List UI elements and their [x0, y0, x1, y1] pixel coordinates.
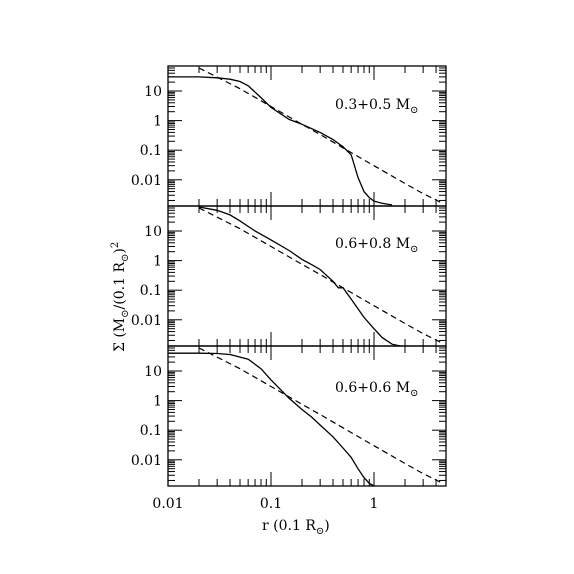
y-tick-label: 0.1 [140, 143, 162, 159]
panel-3-label: 0.6+0.6 M⊙ [335, 380, 418, 399]
x-tick-label: 0.01 [152, 496, 183, 512]
panel-2-frame [167, 205, 447, 347]
curves [168, 67, 442, 487]
panel-2-label: 0.6+0.8 M⊙ [335, 236, 418, 255]
panel-3-dashed-curve [198, 347, 442, 484]
panel-1-solid-curve [168, 76, 393, 206]
panel-frames [167, 65, 447, 487]
panel-3-frame [167, 345, 447, 487]
tick-labels: 10 1 0.1 0.01 10 1 0.1 0.01 10 1 0.1 0.01 0.01 0.1 1 [131, 84, 379, 512]
y-tick-label: 1 [153, 254, 162, 270]
y-tick-label: 10 [144, 84, 162, 100]
panel-2-dashed-curve [198, 207, 442, 344]
y-axis-label: Σ (M⊙/(0.1 R⊙)2 [110, 242, 131, 352]
x-tick-label: 1 [370, 496, 379, 512]
panel-2-solid-curve [198, 206, 401, 347]
y-tick-label: 0.1 [140, 423, 162, 439]
y-tick-label: 1 [153, 114, 162, 130]
panel-3-solid-curve [168, 352, 375, 487]
y-tick-label: 10 [144, 364, 162, 380]
x-axis-label: r (0.1 R⊙) [262, 518, 330, 537]
panel-1-dashed-curve [198, 67, 442, 204]
y-tick-label: 0.01 [131, 313, 162, 329]
axis-ticks [167, 65, 447, 486]
panel-1-label: 0.3+0.5 M⊙ [335, 97, 418, 116]
y-tick-label: 0.01 [131, 173, 162, 189]
y-tick-label: 0.01 [131, 453, 162, 469]
panel-1-frame [167, 65, 447, 207]
x-tick-label: 0.1 [260, 496, 282, 512]
y-tick-label: 1 [153, 394, 162, 410]
y-tick-label: 0.1 [140, 283, 162, 299]
y-tick-label: 10 [144, 224, 162, 240]
